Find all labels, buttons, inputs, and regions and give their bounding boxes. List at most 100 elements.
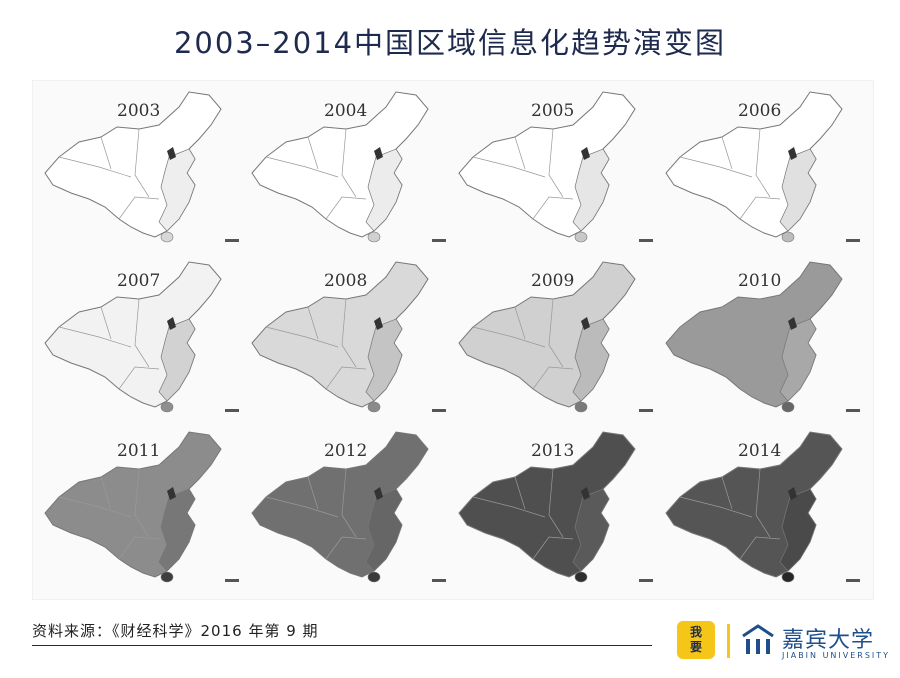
east-region	[365, 488, 403, 572]
map-2003: 2003	[39, 87, 244, 252]
map-year-label: 2009	[531, 271, 575, 291]
province-borders	[679, 298, 781, 390]
map-2007: 2007	[39, 257, 244, 422]
university-logo-icon	[742, 624, 774, 654]
china-map-shape	[665, 91, 860, 243]
map-year-label: 2008	[324, 271, 368, 291]
scale-bar	[432, 579, 446, 582]
university-name-en: JIABIN UNIVERSITY	[782, 651, 891, 660]
map-2014: 2014	[660, 427, 865, 592]
beijing-region	[581, 147, 590, 160]
province-borders	[472, 468, 574, 560]
map-2005: 2005	[453, 87, 658, 252]
china-map-shape	[44, 91, 239, 243]
scale-bar	[846, 579, 860, 582]
province-borders	[265, 468, 367, 560]
south-region	[781, 231, 795, 243]
beijing-region	[374, 147, 383, 160]
scale-bar	[846, 409, 860, 412]
china-map-shape	[44, 261, 239, 413]
map-year-label: 2006	[738, 101, 782, 121]
province-borders	[58, 298, 160, 390]
map-year-label: 2003	[117, 101, 161, 121]
east-region	[572, 318, 610, 402]
beijing-region	[581, 317, 590, 330]
east-region	[779, 488, 817, 572]
province-borders	[265, 128, 367, 220]
map-2009: 2009	[453, 257, 658, 422]
scale-bar	[225, 579, 239, 582]
scale-bar	[639, 239, 653, 242]
china-map-shape	[251, 261, 446, 413]
scale-bar	[846, 239, 860, 242]
china-map-shape	[251, 91, 446, 243]
south-region	[160, 571, 174, 583]
badge-text-2: 要	[689, 640, 702, 654]
beijing-region	[374, 487, 383, 500]
beijing-region	[581, 487, 590, 500]
scale-bar	[225, 409, 239, 412]
province-borders	[679, 128, 781, 220]
beijing-region	[167, 147, 176, 160]
beijing-region	[374, 317, 383, 330]
map-2004: 2004	[246, 87, 451, 252]
china-map-shape	[458, 431, 653, 583]
map-year-label: 2012	[324, 441, 368, 461]
beijing-region	[788, 317, 797, 330]
brand-badge-logo: 我 要	[677, 621, 715, 659]
university-name-cn: 嘉宾大学	[782, 628, 875, 653]
province-borders	[265, 298, 367, 390]
map-year-label: 2010	[738, 271, 782, 291]
south-region	[781, 571, 795, 583]
east-region	[158, 148, 196, 232]
scale-bar	[639, 409, 653, 412]
map-year-label: 2011	[117, 441, 161, 461]
scale-bar	[432, 239, 446, 242]
logo-separator	[727, 624, 730, 658]
south-region	[160, 231, 174, 243]
south-region	[574, 401, 588, 413]
badge-text-1: 我	[689, 625, 702, 639]
province-borders	[472, 298, 574, 390]
china-map-shape	[44, 431, 239, 583]
beijing-region	[788, 487, 797, 500]
china-map-shape	[665, 431, 860, 583]
map-year-label: 2014	[738, 441, 782, 461]
maps-panel: 2003 2004 2005 2006 2007 2008 2009 2010 2011 2012…	[32, 80, 874, 600]
east-region	[365, 148, 403, 232]
south-region	[160, 401, 174, 413]
beijing-region	[167, 317, 176, 330]
east-region	[779, 318, 817, 402]
map-year-label: 2007	[117, 271, 161, 291]
south-region	[574, 571, 588, 583]
province-borders	[58, 128, 160, 220]
page-title: 2003–2014中国区域信息化趋势演变图	[173, 26, 727, 60]
map-2010: 2010	[660, 257, 865, 422]
beijing-region	[167, 487, 176, 500]
south-region	[367, 401, 381, 413]
map-year-label: 2004	[324, 101, 368, 121]
east-region	[572, 148, 610, 232]
china-map-shape	[458, 91, 653, 243]
china-map-shape	[665, 261, 860, 413]
scale-bar	[225, 239, 239, 242]
east-region	[779, 148, 817, 232]
beijing-region	[788, 147, 797, 160]
map-2008: 2008	[246, 257, 451, 422]
east-region	[572, 488, 610, 572]
south-region	[781, 401, 795, 413]
scale-bar	[639, 579, 653, 582]
map-2011: 2011	[39, 427, 244, 592]
map-year-label: 2005	[531, 101, 575, 121]
province-borders	[472, 128, 574, 220]
province-borders	[679, 468, 781, 560]
east-region	[158, 318, 196, 402]
map-2012: 2012	[246, 427, 451, 592]
east-region	[158, 488, 196, 572]
china-map-shape	[251, 431, 446, 583]
province-borders	[58, 468, 160, 560]
map-2006: 2006	[660, 87, 865, 252]
source-note: 资料来源：《财经科学》2016 年第 9 期	[32, 622, 319, 640]
china-map-shape	[458, 261, 653, 413]
south-region	[367, 231, 381, 243]
